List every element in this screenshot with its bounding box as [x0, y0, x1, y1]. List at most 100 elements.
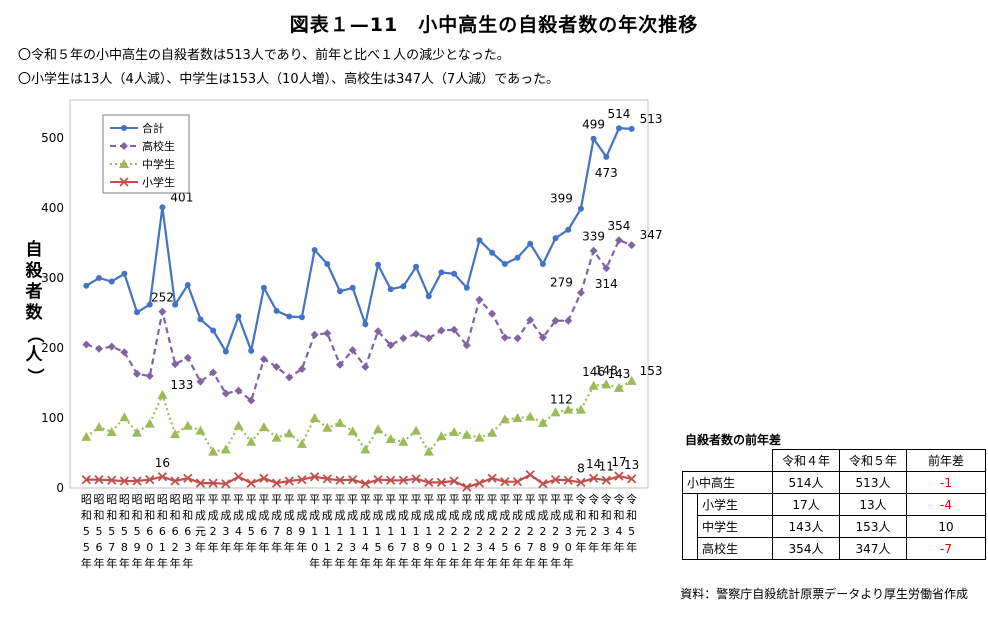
x-tick-label: 昭 — [144, 493, 155, 506]
y-axis-label-char: 殺 — [25, 261, 43, 281]
x-tick-label: 4 — [362, 541, 369, 554]
x-tick-label: 平 — [309, 493, 320, 506]
x-tick-label: 昭 — [119, 493, 130, 506]
x-tick-label: 成 — [309, 509, 320, 522]
x-tick-label: 成 — [322, 509, 333, 522]
data-point — [284, 428, 295, 438]
diff-table-caption: 自殺者数の前年差 — [685, 433, 782, 447]
x-tick-label: 2 — [463, 525, 470, 538]
x-tick-label: 和 — [613, 509, 624, 522]
x-tick-label: 平 — [525, 493, 536, 506]
data-point — [197, 316, 204, 323]
data-point — [398, 436, 409, 446]
legend-label: 小学生 — [142, 175, 175, 189]
x-tick-label: 昭 — [157, 493, 168, 506]
data-point — [336, 288, 343, 295]
y-axis-label-char: 自 — [25, 240, 43, 260]
x-tick-label: 0 — [311, 541, 318, 554]
data-point — [83, 282, 90, 289]
x-tick-label: 1 — [387, 525, 394, 538]
x-tick-label: 和 — [106, 509, 117, 522]
x-tick-label: 平 — [436, 493, 447, 506]
data-label: 354 — [608, 219, 631, 233]
data-point — [311, 247, 318, 253]
data-point — [222, 348, 229, 355]
data-point — [527, 240, 534, 247]
data-point — [628, 125, 635, 132]
data-point — [576, 477, 586, 488]
data-point — [512, 477, 523, 487]
x-tick-label: 成 — [385, 509, 396, 522]
data-point — [145, 372, 154, 380]
data-point — [157, 472, 168, 482]
series-line-高校生 — [85, 238, 633, 403]
x-tick-label: 1 — [400, 525, 407, 538]
diff-header-r5: 令和５年 — [839, 449, 907, 472]
x-tick-label: 和 — [626, 509, 637, 522]
data-point — [220, 444, 231, 454]
x-tick-label: 年 — [449, 556, 460, 570]
data-point — [94, 474, 104, 485]
data-point — [309, 472, 320, 482]
data-label: 13 — [624, 458, 639, 472]
data-point — [347, 426, 358, 436]
x-tick-label: 年 — [411, 556, 422, 570]
y-axis-label-char: 者 — [25, 282, 43, 302]
data-point — [487, 427, 498, 437]
x-tick-label: 平 — [449, 493, 460, 506]
chart-title: 図表１—11 小中高生の自殺者数の年次推移 — [289, 14, 699, 36]
x-tick-label: 成 — [563, 509, 574, 522]
data-label: 279 — [550, 276, 573, 290]
x-tick-label: 2 — [539, 525, 546, 538]
x-tick-label: 6 — [146, 525, 153, 538]
x-tick-label: 3 — [565, 525, 572, 538]
legend-marker — [120, 142, 128, 150]
data-point — [349, 284, 356, 291]
data-point — [374, 327, 383, 336]
y-tick-label: 100 — [41, 411, 64, 425]
x-tick-label: 平 — [550, 493, 561, 506]
data-point — [221, 389, 230, 398]
x-tick-label: 2 — [489, 525, 496, 538]
x-tick-label: 年 — [373, 556, 384, 570]
x-tick-label: 1 — [375, 525, 382, 538]
x-tick-label: 年 — [512, 556, 523, 570]
data-point — [474, 432, 485, 442]
data-point — [271, 478, 282, 488]
x-tick-label: 成 — [449, 509, 460, 522]
x-tick-label: 3 — [184, 541, 191, 554]
x-tick-label: 2 — [501, 525, 508, 538]
x-tick-label: 成 — [347, 509, 358, 522]
data-point — [615, 125, 622, 132]
x-tick-label: 成 — [195, 509, 206, 522]
data-point — [285, 373, 294, 382]
data-point — [601, 379, 612, 389]
x-tick-label: 3 — [222, 525, 229, 538]
x-tick-label: 8 — [539, 541, 546, 554]
data-point — [449, 427, 460, 436]
data-label: 146 — [582, 365, 605, 379]
data-point — [614, 471, 624, 481]
x-tick-label: 0 — [438, 541, 445, 554]
x-tick-label: 5 — [121, 525, 128, 538]
x-tick-label: 平 — [208, 493, 219, 506]
data-point — [183, 473, 193, 483]
x-tick-label: 年 — [575, 540, 586, 554]
data-point — [297, 474, 307, 485]
diff-cell-r4: 143人 — [772, 515, 840, 538]
x-tick-label: 年 — [309, 556, 320, 570]
x-tick-label: 成 — [284, 509, 295, 522]
series-line-合計 — [85, 127, 632, 355]
x-tick-label: 2 — [210, 525, 217, 538]
data-point — [501, 261, 508, 267]
data-point — [322, 474, 332, 484]
data-point — [413, 263, 420, 270]
data-point — [170, 476, 180, 486]
y-tick-label: 0 — [56, 481, 64, 495]
x-tick-label: 年 — [461, 556, 472, 570]
x-tick-label: 平 — [284, 493, 295, 506]
data-point — [272, 362, 281, 371]
x-tick-label: 1 — [311, 525, 318, 538]
data-label: 133 — [170, 378, 193, 392]
x-tick-label: 成 — [271, 509, 282, 522]
